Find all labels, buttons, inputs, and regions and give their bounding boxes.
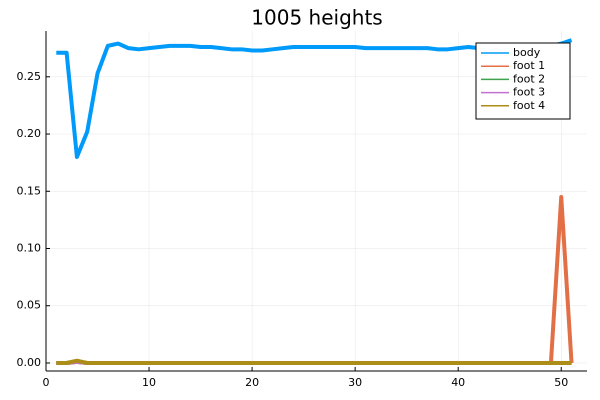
axes xyxy=(45,31,587,372)
x-tick-label: 40 xyxy=(451,376,465,389)
x-tick-label: 50 xyxy=(554,376,568,389)
legend-label: foot 3 xyxy=(513,86,545,99)
x-tick-label: 10 xyxy=(142,376,156,389)
series-line-foot-4 xyxy=(56,358,572,365)
y-tick-label: 0.00 xyxy=(17,356,42,369)
legend-label: body xyxy=(513,46,541,59)
x-axis-ticks: 0 10 20 30 40 50 xyxy=(43,367,568,389)
x-tick-label: 0 xyxy=(43,376,50,389)
legend-label: foot 4 xyxy=(513,99,545,112)
x-tick-label: 20 xyxy=(245,376,259,389)
y-tick-label: 0.20 xyxy=(17,127,42,140)
grid xyxy=(45,31,587,371)
y-tick-label: 0.15 xyxy=(17,184,42,197)
y-tick-label: 0.25 xyxy=(17,70,42,83)
x-tick-label: 30 xyxy=(348,376,362,389)
y-axis-ticks: 0.00 0.05 0.10 0.15 0.20 0.25 xyxy=(17,70,50,369)
series-lines xyxy=(56,38,574,365)
legend-label: foot 1 xyxy=(513,59,545,72)
y-tick-label: 0.05 xyxy=(17,299,42,312)
chart-title: 1005 heights xyxy=(251,6,382,30)
y-tick-label: 0.10 xyxy=(17,242,42,255)
legend-label: foot 2 xyxy=(513,72,545,85)
